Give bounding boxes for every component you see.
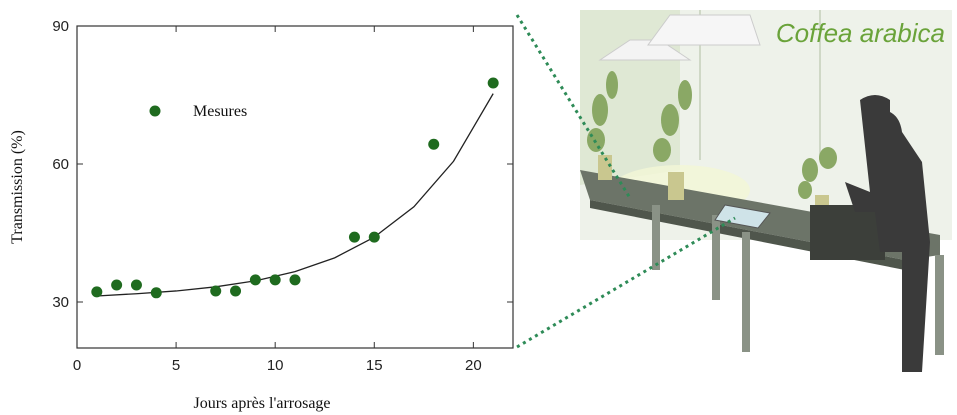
legend-marker — [149, 105, 161, 117]
y-tick-label: 90 — [52, 18, 69, 35]
x-tick-label: 5 — [172, 357, 180, 374]
data-point — [150, 287, 162, 299]
table-leg — [742, 232, 750, 352]
zoom-line — [515, 14, 632, 199]
table-leg — [935, 255, 944, 355]
x-tick-label: 10 — [267, 357, 284, 374]
data-point — [130, 279, 142, 291]
data-point — [111, 279, 123, 291]
x-tick-label: 15 — [366, 357, 383, 374]
data-point — [249, 274, 261, 286]
data-point — [428, 138, 440, 150]
x-tick-label: 0 — [73, 357, 81, 374]
y-tick-label: 60 — [52, 156, 69, 173]
y-axis-label: Transmission (%) — [9, 130, 26, 244]
person — [845, 95, 930, 372]
zoom-line — [516, 216, 736, 349]
data-point — [289, 274, 301, 286]
table-leg — [652, 205, 660, 270]
lamp — [647, 14, 761, 46]
pot — [598, 155, 612, 180]
data-point — [269, 274, 281, 286]
x-tick-label: 20 — [465, 357, 482, 374]
data-point — [487, 77, 499, 89]
fit-curve — [96, 93, 494, 297]
data-point — [368, 231, 380, 243]
x-axis-label: Jours après l'arrosage — [193, 395, 330, 412]
data-point — [210, 285, 222, 297]
instrument — [810, 205, 885, 260]
plot-frame — [76, 25, 514, 349]
pot — [668, 172, 684, 200]
legend-label: Mesures — [193, 103, 247, 120]
data-point — [230, 285, 242, 297]
annotation: Coffea arabica — [776, 18, 945, 48]
data-point — [348, 231, 360, 243]
data-point — [91, 286, 103, 298]
table-leg — [712, 215, 720, 300]
illustration — [580, 10, 952, 372]
y-tick-label: 30 — [52, 294, 69, 311]
